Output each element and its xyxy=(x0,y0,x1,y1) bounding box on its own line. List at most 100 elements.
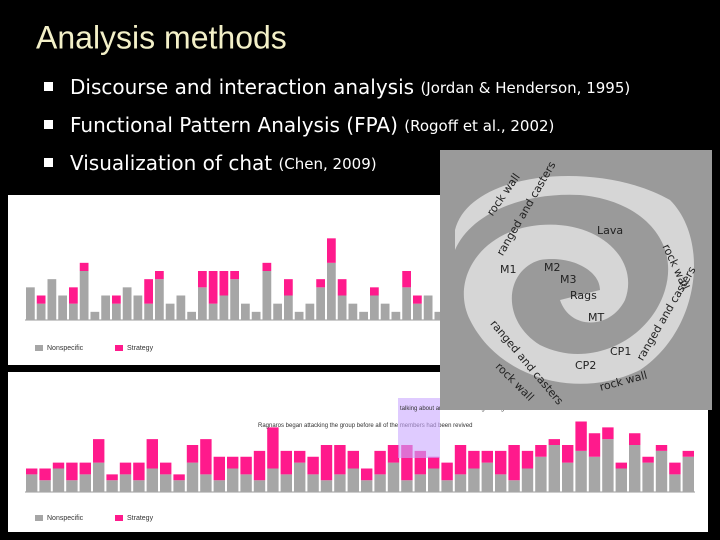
map-label: MT xyxy=(588,311,604,324)
bar xyxy=(79,262,89,271)
legend-label: Strategy xyxy=(127,515,154,522)
bar xyxy=(508,480,520,492)
bar xyxy=(454,445,467,475)
bar xyxy=(374,474,386,492)
bar xyxy=(521,450,534,469)
bar xyxy=(402,287,411,320)
bar xyxy=(294,462,306,492)
bar xyxy=(588,433,601,457)
bar xyxy=(316,279,325,288)
bar xyxy=(642,462,654,492)
bar xyxy=(273,303,282,320)
bar xyxy=(682,450,694,457)
bar xyxy=(26,468,38,475)
bar xyxy=(262,271,272,320)
citation: (Rogoff et al., 2002) xyxy=(404,117,554,135)
bar xyxy=(361,468,373,481)
map-path xyxy=(455,176,694,384)
bullet-marker xyxy=(44,82,53,91)
bar xyxy=(186,445,199,463)
bar xyxy=(347,468,359,492)
bar xyxy=(337,279,347,296)
bar xyxy=(374,450,386,475)
bar xyxy=(294,311,304,320)
bar xyxy=(294,450,306,463)
map-label: CP2 xyxy=(575,359,596,372)
bar xyxy=(305,303,315,320)
bar xyxy=(267,468,279,492)
bar xyxy=(219,271,229,296)
bar xyxy=(413,303,422,320)
bar xyxy=(327,262,336,320)
bar xyxy=(495,474,507,492)
bar xyxy=(251,311,261,320)
bar xyxy=(144,279,153,304)
bar xyxy=(380,303,390,320)
bar xyxy=(240,456,252,475)
bar xyxy=(176,295,186,320)
bar xyxy=(602,427,614,440)
bar xyxy=(441,462,453,481)
bar xyxy=(146,468,158,492)
bar xyxy=(307,474,319,492)
legend-swatch xyxy=(115,515,123,521)
bar xyxy=(165,303,175,320)
bar xyxy=(361,480,373,492)
bar xyxy=(348,303,358,320)
bar xyxy=(284,295,293,320)
legend-swatch xyxy=(115,345,123,351)
bar xyxy=(508,445,520,481)
bar xyxy=(112,303,121,320)
title: Analysis methods xyxy=(36,19,287,55)
bar xyxy=(535,456,547,492)
bar xyxy=(428,468,440,492)
map-label: M1 xyxy=(500,263,517,276)
bar xyxy=(133,295,143,320)
annotation-text: Ragnaros began attacking the group befor… xyxy=(258,423,472,429)
bar xyxy=(495,450,507,475)
bar xyxy=(187,311,196,320)
bar xyxy=(79,462,91,475)
bar xyxy=(26,474,38,492)
bar xyxy=(79,271,89,320)
bar xyxy=(119,462,132,475)
bar xyxy=(629,445,641,492)
bar xyxy=(521,468,534,492)
bar xyxy=(413,295,422,304)
bar xyxy=(327,238,336,263)
bar xyxy=(52,462,65,469)
bar xyxy=(642,456,654,463)
bar xyxy=(468,468,480,492)
bar xyxy=(26,287,35,320)
bar xyxy=(106,480,118,492)
bar xyxy=(58,295,67,320)
bar xyxy=(227,468,239,492)
bar xyxy=(240,474,252,492)
bar xyxy=(119,474,132,492)
map-label: M3 xyxy=(560,273,577,286)
bar xyxy=(334,445,346,475)
bar xyxy=(602,439,614,492)
bar xyxy=(370,295,379,320)
bar xyxy=(428,456,440,469)
bar xyxy=(468,450,480,469)
bar xyxy=(173,480,185,492)
bar xyxy=(200,439,212,475)
bar xyxy=(39,480,51,492)
bullet: Visualization of chat (Chen, 2009) xyxy=(70,151,377,175)
bar xyxy=(401,480,413,492)
legend-swatch xyxy=(35,345,43,351)
bullet-marker xyxy=(44,120,53,129)
bar xyxy=(307,456,319,475)
bar xyxy=(39,468,51,481)
bar xyxy=(160,462,172,475)
bar xyxy=(253,450,266,481)
bullets: Discourse and interaction analysis (Jord… xyxy=(44,75,630,175)
bar xyxy=(213,480,225,492)
bar xyxy=(280,474,292,492)
legend-label: Nonspecific xyxy=(47,345,84,352)
bar xyxy=(562,445,574,463)
bar xyxy=(669,462,681,475)
